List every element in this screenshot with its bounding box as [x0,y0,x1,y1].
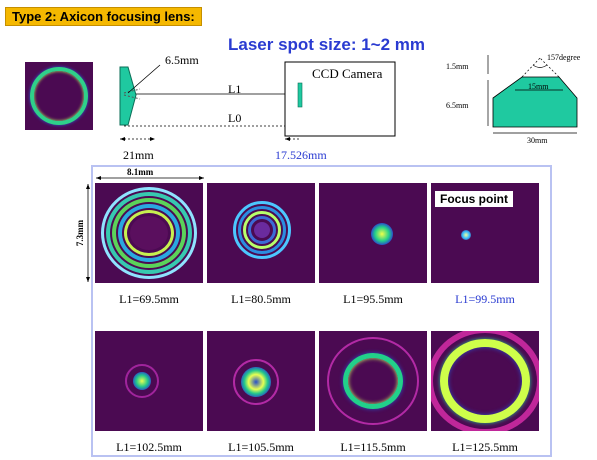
camera-label: CCD Camera [312,66,383,81]
caption-row2-3: L1=115.5mm [340,440,406,454]
caption-row1-2: L1=80.5mm [231,292,291,306]
camera-sensor [297,82,303,108]
focus-point-label: Focus point [435,191,513,207]
profile-image-69-5 [95,183,203,283]
profile-image-95-5 [319,183,427,283]
type-label: Type 2: Axicon focusing lens: [5,7,202,26]
caption-row1-3: L1=95.5mm [343,292,403,306]
axicon-inner-width: 15mm [528,82,549,91]
profile-image-125-5 [431,331,539,431]
profile-image-105-5 [207,331,315,431]
l1-label: L1 [228,82,242,96]
axicon-top-height: 1.5mm [446,62,469,71]
caption-row2-2: L1=105.5mm [228,440,294,454]
axicon-geometry-diagram [487,55,578,134]
axicon-bottom-height: 6.5mm [446,101,469,110]
profile-image-115-5 [319,331,427,431]
spot-size-title: Laser spot size: 1~2 mm [228,35,426,54]
axicon-angle: 157degree [547,53,581,62]
grid-dimension-arrows [86,176,204,282]
lens-height-label: 6.5mm [165,53,199,67]
l0-label: L0 [228,111,242,125]
grid-height-label: 7.3mm [75,219,86,247]
profile-image-102-5 [95,331,203,431]
lens-gap-label: 21mm [123,148,154,162]
caption-row2-1: L1=102.5mm [116,440,182,454]
optical-setup-diagram [119,61,396,141]
camera-gap-label: 17.526mm [275,148,327,162]
caption-row1-4: L1=99.5mm [455,292,515,306]
ccd-camera-box [284,61,396,137]
axicon-base-width: 30mm [527,136,548,145]
input-beam-image [25,62,93,130]
grid-width-label: 8.1mm [127,167,154,177]
caption-row2-4: L1=125.5mm [452,440,518,454]
profile-image-80-5 [207,183,315,283]
caption-row1-1: L1=69.5mm [119,292,179,306]
